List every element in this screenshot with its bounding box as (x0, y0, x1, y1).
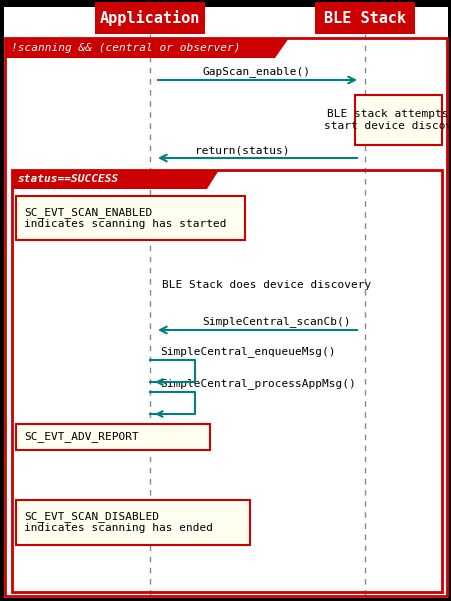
Text: BLE Stack does device discovery: BLE Stack does device discovery (162, 280, 371, 290)
Bar (16, 500, 249, 545)
Text: BLE Stack: BLE Stack (323, 10, 405, 25)
Text: SC_EVT_SCAN_ENABLED
indicates scanning has started: SC_EVT_SCAN_ENABLED indicates scanning h… (24, 207, 226, 229)
Polygon shape (274, 38, 288, 58)
Text: SimpleCentral_scanCb(): SimpleCentral_scanCb() (202, 316, 350, 327)
Text: Application: Application (100, 10, 200, 26)
Bar (12, 170, 441, 592)
Text: SC_EVT_ADV_REPORT: SC_EVT_ADV_REPORT (24, 432, 138, 442)
Text: SimpleCentral_enqueueMsg(): SimpleCentral_enqueueMsg() (160, 346, 335, 357)
Polygon shape (207, 170, 219, 189)
Text: BLE stack attempts to
start device discovery: BLE stack attempts to start device disco… (323, 109, 451, 131)
Bar (16, 196, 244, 240)
Text: SC_EVT_SCAN_DISABLED
indicates scanning has ended: SC_EVT_SCAN_DISABLED indicates scanning … (24, 511, 212, 533)
Text: status==SUCCESS: status==SUCCESS (18, 174, 119, 184)
Text: return(status): return(status) (194, 145, 289, 155)
Text: !scanning && (central or observer): !scanning && (central or observer) (11, 43, 240, 53)
Bar (12, 170, 207, 189)
Bar (16, 424, 210, 450)
Text: SimpleCentral_processAppMsg(): SimpleCentral_processAppMsg() (160, 378, 355, 389)
Bar (95, 2, 205, 34)
Bar (354, 95, 441, 145)
Bar (5, 38, 274, 58)
Text: GapScan_enable(): GapScan_enable() (202, 66, 310, 77)
Bar (314, 2, 414, 34)
